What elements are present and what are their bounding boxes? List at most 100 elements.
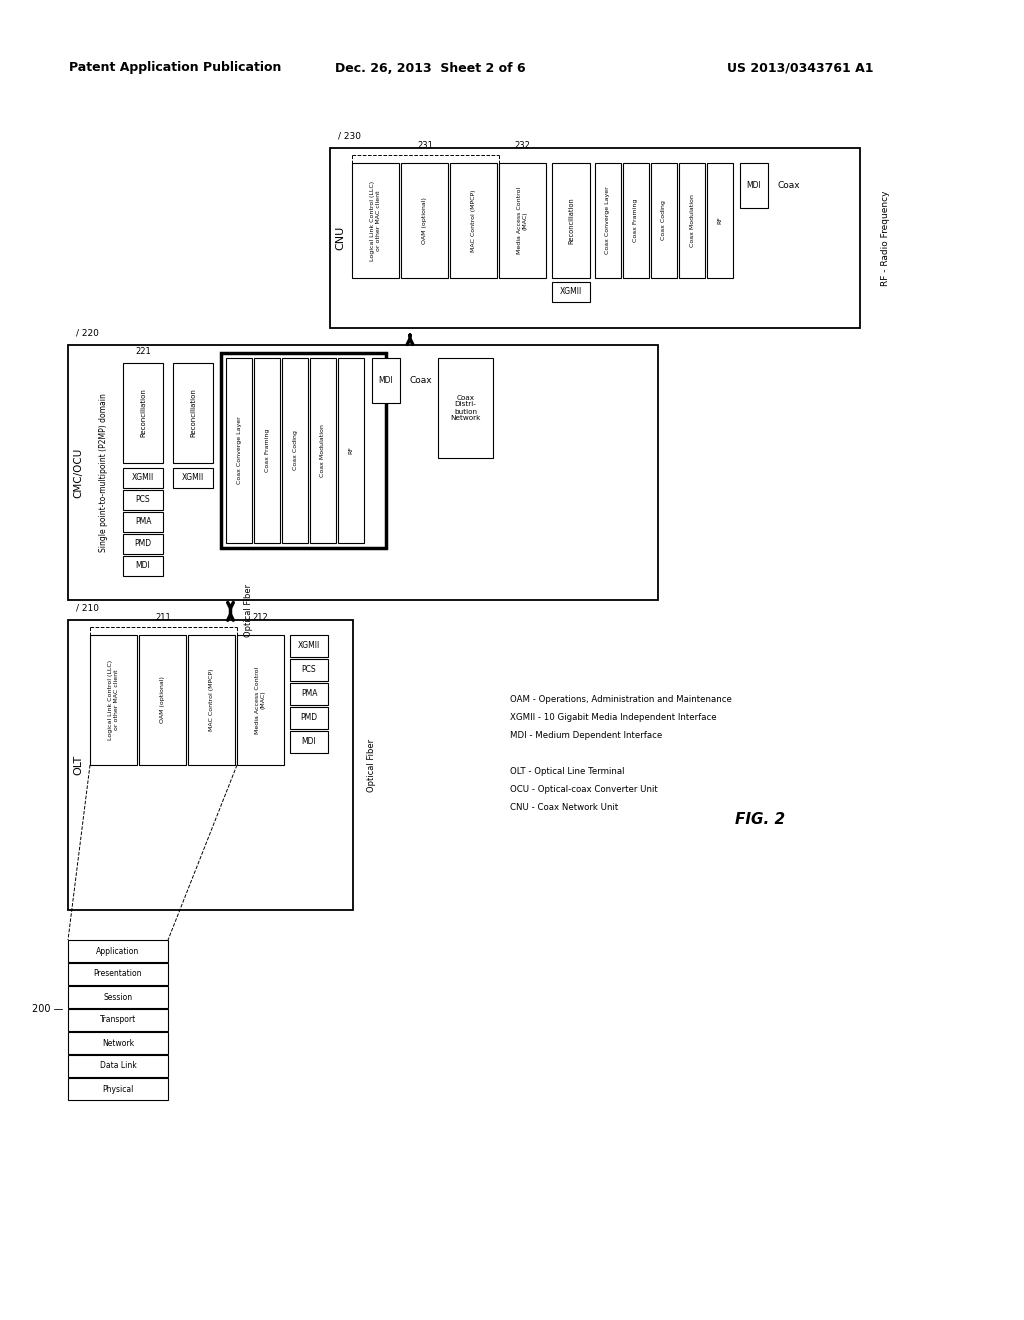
Text: Coax Framing: Coax Framing xyxy=(264,429,269,473)
Text: Reconciliation: Reconciliation xyxy=(568,197,574,244)
Text: RF - Radio Frequency: RF - Radio Frequency xyxy=(881,190,890,285)
Text: MDI: MDI xyxy=(302,738,316,747)
Text: Presentation: Presentation xyxy=(94,969,142,978)
Bar xyxy=(123,490,163,510)
Text: RF: RF xyxy=(348,446,353,454)
Text: PMA: PMA xyxy=(135,517,152,527)
Text: XGMII - 10 Gigabit Media Independent Interface: XGMII - 10 Gigabit Media Independent Int… xyxy=(510,714,717,722)
Text: Dec. 26, 2013  Sheet 2 of 6: Dec. 26, 2013 Sheet 2 of 6 xyxy=(335,62,525,74)
Bar xyxy=(438,358,493,458)
Text: 232: 232 xyxy=(515,140,530,149)
Bar xyxy=(68,1032,168,1053)
Text: Coax Converge Layer: Coax Converge Layer xyxy=(605,186,610,255)
Text: CNU - Coax Network Unit: CNU - Coax Network Unit xyxy=(510,804,618,813)
Text: 212: 212 xyxy=(253,612,268,622)
Bar xyxy=(330,148,860,327)
Bar xyxy=(237,635,284,766)
Text: OAM (optional): OAM (optional) xyxy=(422,197,427,244)
Text: Coax Modulation: Coax Modulation xyxy=(689,194,694,247)
Text: Logical Link Control (LLC)
or other MAC client: Logical Link Control (LLC) or other MAC … xyxy=(370,181,381,260)
Bar xyxy=(173,363,213,463)
Bar xyxy=(352,162,399,279)
Text: 200 —: 200 — xyxy=(32,1005,63,1014)
Text: / 220: / 220 xyxy=(76,329,99,338)
Text: OAM (optional): OAM (optional) xyxy=(160,677,165,723)
Text: Reconciliation: Reconciliation xyxy=(190,388,196,437)
Text: Coax Coding: Coax Coding xyxy=(293,430,298,470)
Text: Physical: Physical xyxy=(102,1085,134,1093)
Text: / 210: / 210 xyxy=(76,603,99,612)
Bar xyxy=(68,620,353,909)
Text: Coax Coding: Coax Coding xyxy=(662,201,667,240)
Text: Reconciliation: Reconciliation xyxy=(140,388,146,437)
Bar xyxy=(123,363,163,463)
Text: PMD: PMD xyxy=(300,714,317,722)
Text: 221: 221 xyxy=(135,346,151,355)
Text: OLT: OLT xyxy=(73,755,83,775)
Bar xyxy=(139,635,186,766)
Text: XGMII: XGMII xyxy=(560,288,582,297)
Text: Media Access Control
(MAC): Media Access Control (MAC) xyxy=(255,667,266,734)
Text: Media Access Control
(MAC): Media Access Control (MAC) xyxy=(517,187,528,255)
Bar xyxy=(282,358,308,543)
Text: Optical Fiber: Optical Fiber xyxy=(367,738,376,792)
Text: Logical Link Control (LLC)
or other MAC client: Logical Link Control (LLC) or other MAC … xyxy=(109,660,119,741)
Bar xyxy=(173,469,213,488)
Bar xyxy=(651,162,677,279)
Text: FIG. 2: FIG. 2 xyxy=(735,813,785,828)
Bar xyxy=(290,682,328,705)
Text: 231: 231 xyxy=(418,140,433,149)
Text: OAM - Operations, Administration and Maintenance: OAM - Operations, Administration and Mai… xyxy=(510,696,732,705)
Text: Network: Network xyxy=(102,1039,134,1048)
Text: Coax: Coax xyxy=(777,181,801,190)
Text: Session: Session xyxy=(103,993,132,1002)
Text: CNU: CNU xyxy=(335,226,345,249)
Text: MDI: MDI xyxy=(135,561,151,570)
Bar xyxy=(68,1055,168,1077)
Text: MAC Control (MPCP): MAC Control (MPCP) xyxy=(209,669,214,731)
Bar xyxy=(623,162,649,279)
Text: MDI: MDI xyxy=(746,181,762,190)
Bar xyxy=(338,358,364,543)
Bar xyxy=(290,635,328,657)
Text: 211: 211 xyxy=(156,612,171,622)
Bar xyxy=(401,162,449,279)
Bar xyxy=(68,345,658,601)
Text: Coax Converge Layer: Coax Converge Layer xyxy=(237,417,242,484)
Text: / 230: / 230 xyxy=(338,132,361,140)
Text: PMA: PMA xyxy=(301,689,317,698)
Bar xyxy=(90,635,137,766)
Bar xyxy=(740,162,768,209)
Text: Patent Application Publication: Patent Application Publication xyxy=(69,62,282,74)
Bar xyxy=(221,352,386,548)
Bar xyxy=(123,535,163,554)
Bar xyxy=(499,162,546,279)
Bar xyxy=(290,659,328,681)
Bar xyxy=(372,358,400,403)
Text: XGMII: XGMII xyxy=(182,474,204,483)
Text: Coax
Distri-
bution
Network: Coax Distri- bution Network xyxy=(451,395,480,421)
Text: RF: RF xyxy=(718,216,723,224)
Bar xyxy=(290,731,328,752)
Text: MAC Control (MPCP): MAC Control (MPCP) xyxy=(471,189,476,252)
Text: CMC/OCU: CMC/OCU xyxy=(73,447,83,498)
Text: MDI - Medium Dependent Interface: MDI - Medium Dependent Interface xyxy=(510,731,663,741)
Bar xyxy=(707,162,733,279)
Text: Application: Application xyxy=(96,946,139,956)
Text: XGMII: XGMII xyxy=(298,642,321,651)
Bar xyxy=(552,282,590,302)
Bar xyxy=(226,358,252,543)
Bar xyxy=(254,358,280,543)
Text: OCU - Optical-coax Converter Unit: OCU - Optical-coax Converter Unit xyxy=(510,785,657,795)
Bar xyxy=(123,512,163,532)
Bar xyxy=(68,1008,168,1031)
Text: PMD: PMD xyxy=(134,540,152,549)
Bar xyxy=(68,964,168,985)
Text: Coax: Coax xyxy=(410,376,432,385)
Text: XGMII: XGMII xyxy=(132,474,155,483)
Bar xyxy=(290,708,328,729)
Bar xyxy=(123,556,163,576)
Bar xyxy=(679,162,705,279)
Text: Coax Modulation: Coax Modulation xyxy=(321,424,326,477)
Bar xyxy=(123,469,163,488)
